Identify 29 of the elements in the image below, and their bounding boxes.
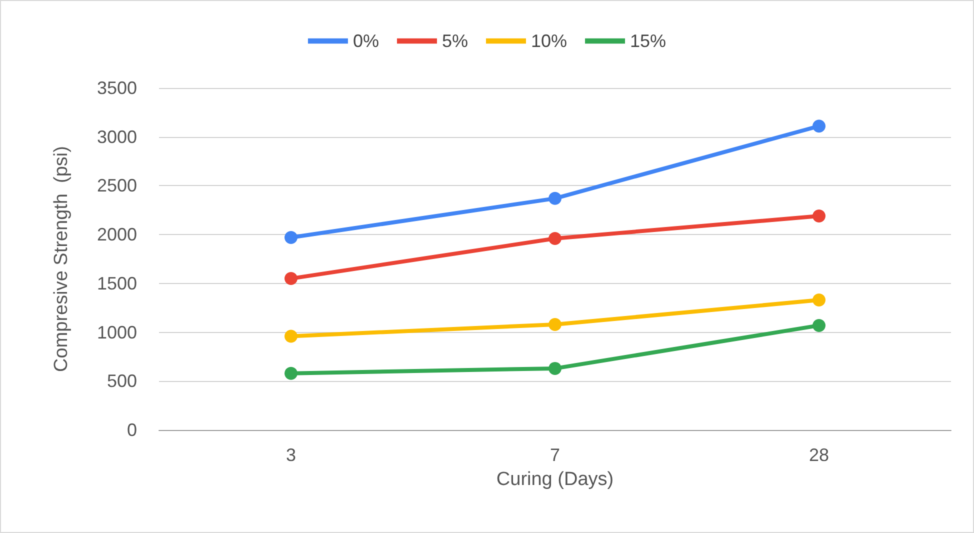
point: [548, 362, 562, 375]
point: [548, 232, 562, 245]
y-tick-label: 2500: [96, 176, 137, 196]
y-axis-title: Compresive Strength (psi): [51, 146, 72, 372]
point: [548, 192, 562, 205]
point: [548, 318, 562, 331]
legend-label: 10%: [530, 31, 568, 51]
x-tick-label: 3: [286, 445, 296, 465]
y-tick-label: 1000: [96, 322, 137, 342]
legend-label: 0%: [352, 31, 379, 51]
y-tick-label: 3500: [96, 78, 137, 98]
point: [812, 120, 826, 133]
y-tick-label: 500: [106, 371, 137, 392]
x-tick-label: 28: [808, 445, 830, 465]
point: [812, 210, 826, 222]
y-tick-label: 3000: [96, 126, 137, 147]
point: [284, 366, 298, 380]
legend-label: 15%: [630, 31, 666, 51]
point: [284, 272, 298, 286]
x-axis-title: Curing (Days): [496, 469, 614, 490]
point: [812, 318, 826, 332]
y-tick-label: 1500: [96, 273, 137, 294]
point: [284, 231, 298, 244]
x-tick-label: 7: [550, 445, 560, 465]
y-tick-label: 2000: [96, 224, 137, 245]
point: [284, 330, 298, 343]
legend-label: 5%: [442, 31, 468, 51]
point: [812, 294, 826, 307]
y-tick-label: 0: [126, 420, 137, 440]
